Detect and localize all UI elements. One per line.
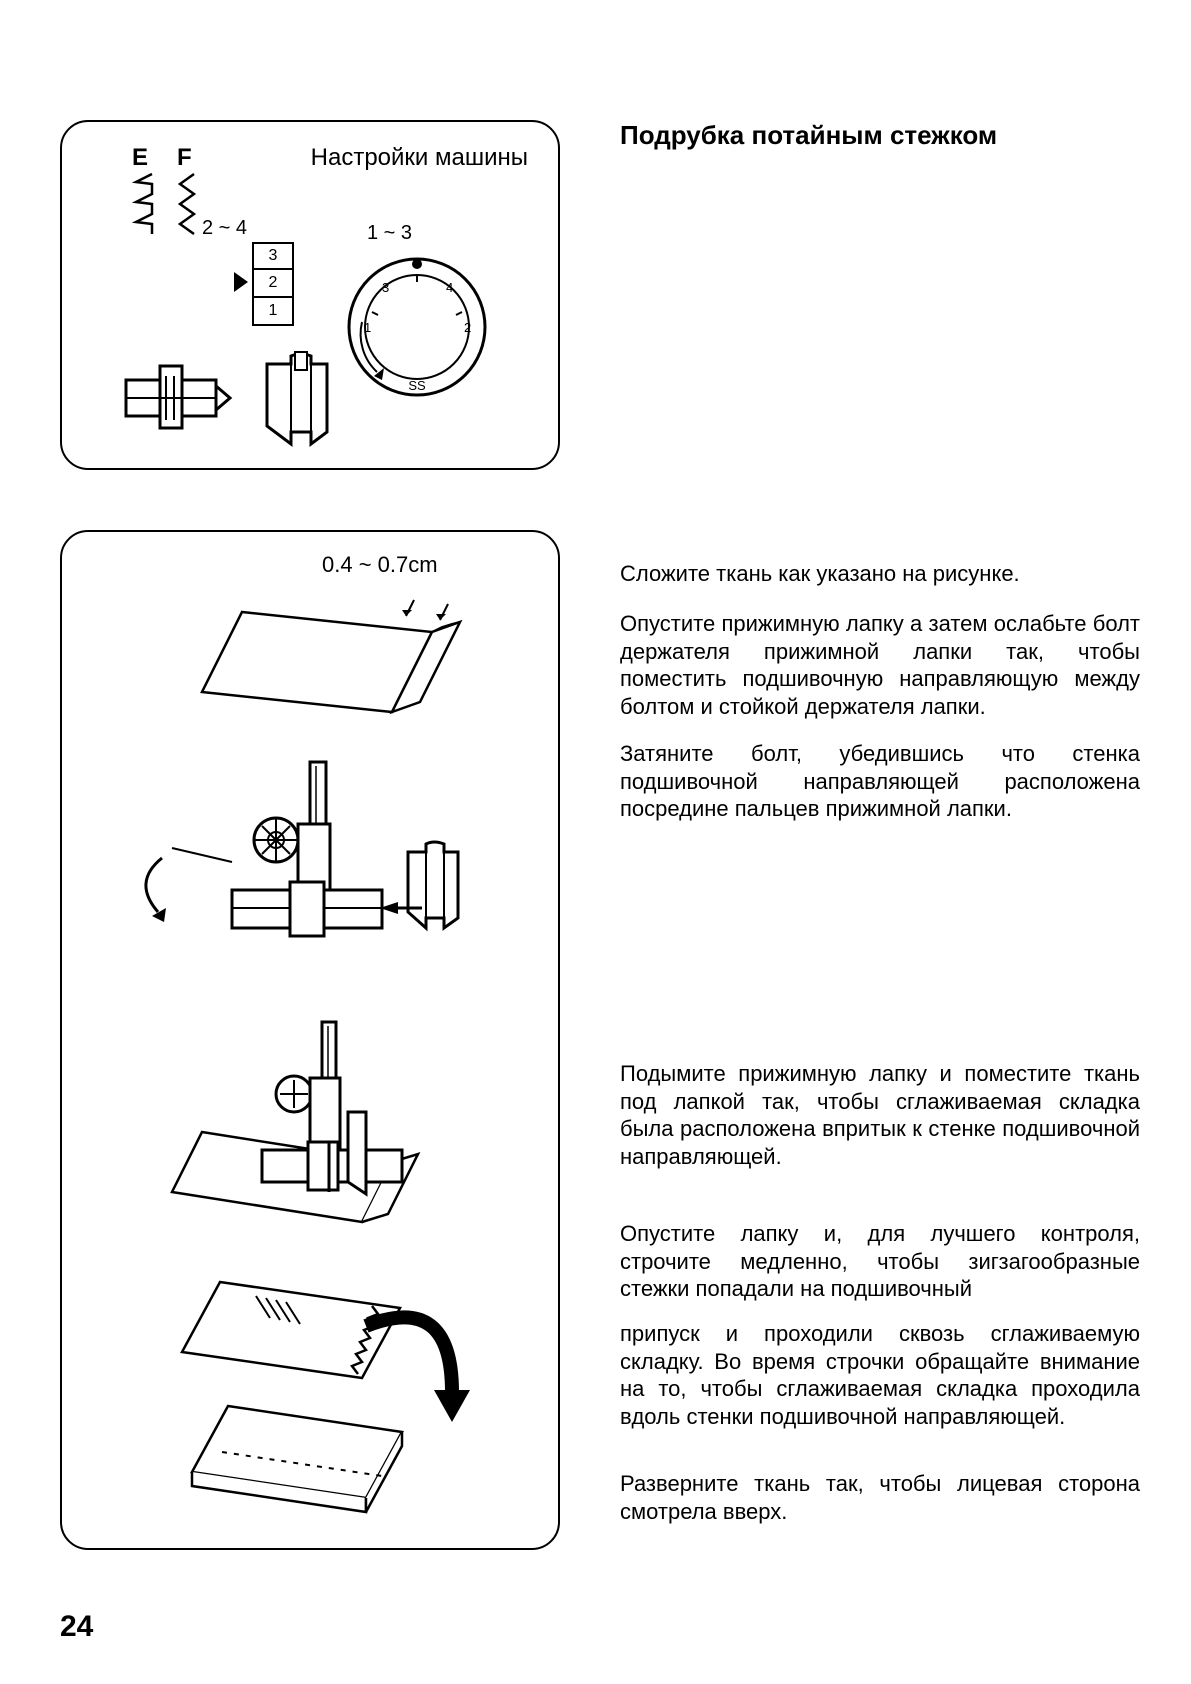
para-tighten: Затяните болт, убедившись что стенка под… (620, 740, 1140, 823)
stitch-width-dial-icon: SS 1 2 3 4 (342, 252, 492, 402)
fold-dimension-label: 0.4 ~ 0.7cm (322, 552, 438, 578)
page-number: 24 (60, 1610, 93, 1644)
hem-guide-icon (257, 352, 347, 452)
page-title: Подрубка потайным стежком (620, 120, 1140, 151)
gauge-1: 1 (252, 298, 294, 326)
stitch-pattern-e-icon (132, 172, 156, 242)
width-range-label: 1 ~ 3 (367, 222, 412, 245)
para-lower-foot: Опустите прижимную лапку а затем ослабьт… (620, 610, 1140, 720)
svg-text:2: 2 (464, 320, 471, 335)
para-place-fabric: Подымите прижимную лапку и поместите тка… (620, 1060, 1140, 1170)
stitch-e-label: E (132, 144, 148, 172)
stitch-pattern-f-icon (174, 172, 198, 242)
svg-text:SS: SS (408, 378, 426, 393)
gauge-pointer-icon (234, 272, 252, 302)
stitch-f-label: F (177, 144, 192, 172)
gauge-2: 2 (252, 270, 294, 298)
settings-panel: Настройки машины E F 2 ~ 4 1 ~ 3 3 2 1 (60, 120, 560, 470)
para-unfold: Разверните ткань так, чтобы лицевая стор… (620, 1470, 1140, 1525)
para-allowance: припуск и проходили сквозь сглаживаемую … (620, 1320, 1140, 1430)
length-range-label: 2 ~ 4 (202, 217, 247, 240)
presser-foot-icon (122, 362, 232, 432)
step-unfold-icon (152, 1282, 492, 1522)
svg-text:1: 1 (364, 320, 371, 335)
settings-title: Настройки машины (311, 144, 528, 172)
para-fold: Сложите ткань как указано на рисунке. (620, 560, 1140, 588)
step-fold-fabric-icon (182, 582, 482, 732)
step-sew-icon (162, 1022, 482, 1252)
para-sew-slow: Опустите лапку и, для лучшего контроля, … (620, 1220, 1140, 1303)
svg-text:3: 3 (382, 280, 389, 295)
step-attach-guide-icon (122, 762, 502, 992)
gauge-3: 3 (252, 242, 294, 270)
steps-panel: 0.4 ~ 0.7cm (60, 530, 560, 1550)
stitch-length-gauge: 3 2 1 (252, 242, 294, 332)
manual-page: Настройки машины E F 2 ~ 4 1 ~ 3 3 2 1 (0, 0, 1191, 1684)
svg-text:4: 4 (446, 280, 453, 295)
